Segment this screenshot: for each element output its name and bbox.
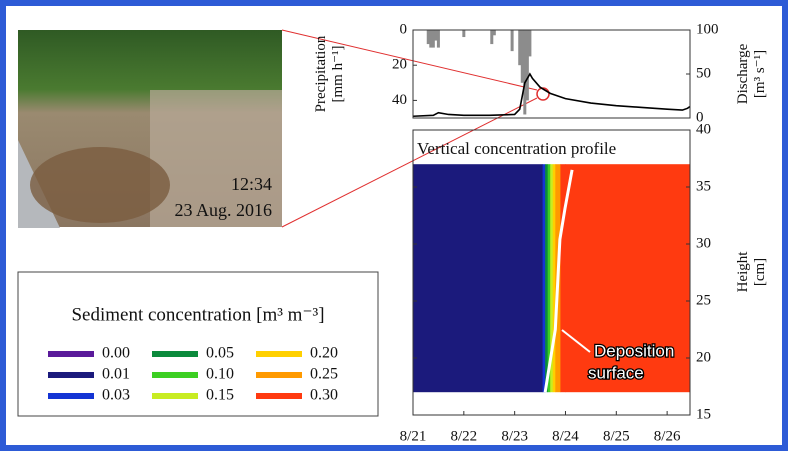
legend-swatch [48, 372, 94, 378]
annotation: surface [588, 363, 644, 382]
y-tick-label: 40 [392, 92, 407, 108]
legend-label: 0.20 [310, 345, 338, 362]
x-tick-label: 8/23 [501, 428, 528, 444]
legend-swatch [152, 351, 198, 357]
legend-label: 0.30 [310, 387, 338, 404]
y-tick-label: 30 [696, 235, 711, 251]
legend-swatch [256, 393, 302, 399]
heat-cell [560, 164, 565, 392]
legend-label: 0.15 [206, 387, 234, 404]
legend-swatch [152, 393, 198, 399]
legend-swatch [152, 372, 198, 378]
legend-label: 0.25 [310, 366, 338, 383]
photo: 12:34 23 Aug. 2016 [18, 30, 282, 228]
axis-label: Precipitation[mm h⁻¹] [313, 35, 346, 112]
axis-label-line: Height [735, 251, 751, 293]
legend-swatch [48, 351, 94, 357]
y2-tick-label: 50 [696, 65, 711, 81]
y-tick-label: 20 [696, 349, 711, 365]
precip-bar [437, 30, 440, 48]
legend-label: 0.00 [102, 345, 130, 362]
legend-title: Sediment concentration [m³ m⁻³] [71, 304, 324, 325]
figure: 12:34 23 Aug. 2016 Sediment concentratio… [0, 0, 788, 451]
x-tick-label: 8/21 [400, 428, 427, 444]
page: 12:34 23 Aug. 2016 Sediment concentratio… [0, 0, 788, 451]
precip-bar [462, 30, 465, 37]
legend-label: 0.05 [206, 345, 234, 362]
annotation: Deposition [594, 341, 674, 360]
x-tick-label: 8/25 [603, 428, 630, 444]
axis-label-line: Precipitation [313, 35, 329, 112]
heat-cell [543, 164, 546, 392]
legend-label: 0.03 [102, 387, 130, 404]
legend-swatch [256, 372, 302, 378]
axis-label-line: [m³ s⁻¹] [752, 50, 768, 98]
y-tick-label: 0 [400, 21, 408, 37]
legend-label: 0.10 [206, 366, 234, 383]
axis-label: Discharge[m³ s⁻¹] [735, 43, 768, 104]
precip-bar [511, 30, 514, 51]
legend-swatch [48, 393, 94, 399]
photo-date: 23 Aug. 2016 [174, 200, 272, 220]
axis-label-line: [cm] [752, 258, 768, 286]
y-tick-label: 40 [696, 121, 711, 137]
axis-label-line: Discharge [735, 43, 751, 104]
photo-time: 12:34 [231, 174, 272, 194]
axis-label-line: [mm h⁻¹] [330, 46, 346, 103]
y-tick-label: 25 [696, 292, 711, 308]
y-tick-label: 35 [696, 178, 711, 194]
x-tick-label: 8/26 [654, 428, 681, 444]
y-tick-label: 20 [392, 57, 407, 73]
photo-sediment [30, 147, 170, 223]
precip-bar [493, 30, 496, 35]
legend-label: 0.01 [102, 366, 130, 383]
heat-cell [413, 164, 543, 392]
x-tick-label: 8/22 [450, 428, 477, 444]
x-tick-label: 8/24 [552, 428, 579, 444]
legend-swatch [256, 351, 302, 357]
heat-cell [545, 164, 548, 392]
y-tick-label: 15 [696, 406, 711, 422]
plot-title: Vertical concentration profile [417, 139, 616, 158]
y2-tick-label: 100 [696, 21, 719, 37]
precip-bar [528, 30, 531, 56]
heat-cell [553, 164, 556, 392]
